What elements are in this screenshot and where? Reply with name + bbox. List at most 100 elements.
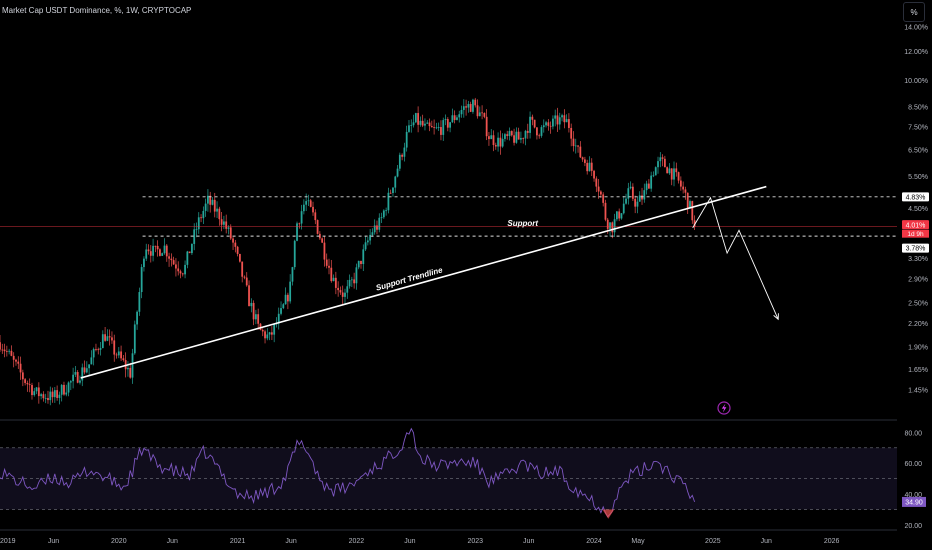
candle	[394, 175, 397, 193]
candle	[563, 109, 566, 129]
candle-body	[355, 267, 358, 284]
candle-body	[111, 337, 113, 341]
candle-body	[417, 113, 420, 125]
candle-body	[42, 394, 45, 399]
candle-body	[536, 127, 538, 136]
candle	[186, 250, 189, 269]
candle-body	[638, 195, 641, 202]
candle	[408, 119, 410, 133]
candle-body	[168, 256, 170, 259]
candle-body	[51, 391, 54, 398]
candle	[284, 287, 287, 305]
candle	[259, 322, 262, 331]
candle-body	[239, 253, 241, 262]
candle	[529, 111, 531, 139]
candle-body	[424, 123, 426, 126]
candle-body	[522, 138, 525, 139]
time-tick-label: 2025	[705, 538, 721, 545]
candle-body	[40, 394, 43, 397]
candle	[88, 364, 91, 376]
candle-body	[533, 119, 536, 128]
candle	[47, 390, 49, 404]
candle	[622, 196, 625, 215]
candle	[513, 128, 515, 146]
candle-body	[280, 308, 282, 314]
countdown-text: 1d 9h	[907, 231, 924, 238]
candle	[33, 387, 36, 397]
candle-body	[677, 172, 680, 181]
candle	[536, 126, 538, 140]
candle-body	[444, 119, 447, 121]
candle	[165, 243, 168, 262]
candle	[373, 219, 376, 235]
candle	[522, 137, 525, 144]
candle	[584, 156, 586, 167]
candle	[72, 367, 75, 389]
candle-body	[654, 167, 657, 176]
candle-body	[145, 249, 148, 259]
candle	[634, 195, 637, 214]
candle	[136, 310, 138, 330]
candle-body	[113, 340, 116, 355]
price-axis[interactable]: 14.00% 12.00% 10.00% 8.50% 7.50% 6.50% 5.50% 4.…	[904, 24, 928, 394]
candle-body	[663, 158, 666, 168]
candle-body	[101, 334, 104, 349]
price-grid	[0, 419, 897, 531]
candle	[456, 115, 458, 121]
candle	[37, 382, 40, 404]
candle-body	[136, 311, 138, 325]
candle-body	[99, 348, 102, 350]
candle	[147, 244, 150, 255]
candle-body	[627, 188, 630, 199]
candle-body	[513, 135, 515, 143]
candle-body	[387, 192, 390, 211]
candle	[552, 115, 554, 130]
percent-scale-button[interactable]: %	[903, 2, 925, 22]
candle	[490, 129, 493, 140]
candle-body	[595, 178, 598, 187]
time-tick-label: 2020	[111, 538, 127, 545]
candle	[561, 113, 563, 122]
candle	[232, 236, 234, 250]
candle-body	[689, 201, 691, 209]
rsi-value-badge: 34.90	[902, 496, 926, 507]
candle-body	[670, 168, 673, 180]
candle-body	[615, 211, 618, 220]
candle	[191, 243, 193, 255]
candle	[138, 287, 141, 316]
candle-body	[191, 243, 193, 254]
candle	[298, 222, 301, 229]
candle	[31, 382, 33, 400]
candle	[49, 386, 52, 406]
candle	[540, 125, 543, 138]
candle	[602, 192, 605, 207]
candle-body	[469, 104, 472, 112]
candle	[590, 158, 593, 177]
candle-body	[257, 314, 260, 324]
candle	[90, 350, 93, 365]
candle-body	[421, 120, 424, 126]
candle	[531, 114, 534, 126]
candle	[63, 381, 65, 396]
candle-body	[344, 292, 346, 297]
support-trendline[interactable]	[80, 185, 767, 379]
candle	[170, 253, 173, 267]
candle-body	[465, 106, 467, 108]
horizontal-levels[interactable]	[0, 196, 897, 237]
alert-icon-ring	[717, 401, 731, 415]
candle-body	[332, 277, 335, 282]
candle-body	[325, 259, 328, 266]
rsi-indicator[interactable]	[0, 427, 696, 519]
rsi-line[interactable]	[0, 427, 696, 518]
time-axis[interactable]: 2019 Jun 2020 Jun 2021 Jun 2022 Jun 2023 Jun 2024 M…	[0, 538, 840, 545]
candle-body	[478, 112, 481, 117]
rsi-axis[interactable]: 80.00 60.00 40.00 20.00 34.90	[902, 430, 926, 530]
candle	[152, 238, 154, 262]
candle-body	[108, 336, 111, 338]
projection-path[interactable]	[692, 196, 779, 320]
candle-body	[154, 245, 157, 247]
lightning-alert-icon[interactable]	[717, 401, 731, 415]
candle-series[interactable]	[0, 97, 696, 406]
